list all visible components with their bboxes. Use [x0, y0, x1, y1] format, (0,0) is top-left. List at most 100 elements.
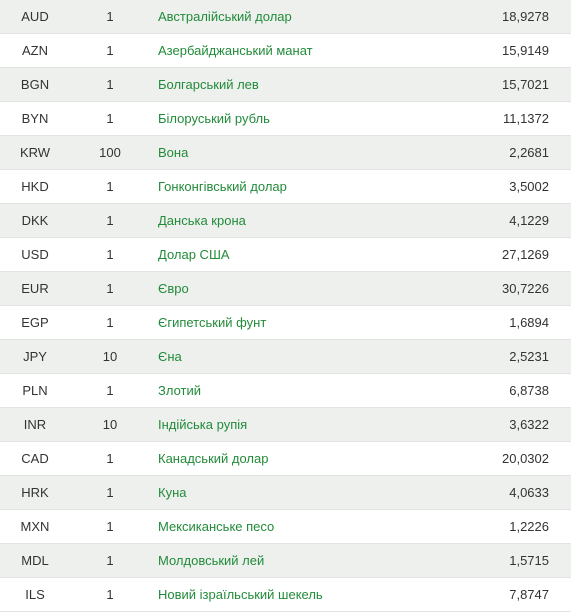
table-row: BGN1Болгарський лев15,7021: [0, 68, 571, 102]
currency-name-link[interactable]: Злотий: [158, 383, 201, 398]
currency-rates-tbody: AUD1Австралійський долар18,9278AZN1Азерб…: [0, 0, 571, 612]
currency-rate: 2,2681: [430, 136, 571, 170]
currency-name-cell: Злотий: [150, 374, 430, 408]
currency-name-cell: Мексиканське песо: [150, 510, 430, 544]
currency-name-link[interactable]: Азербайджанський манат: [158, 43, 313, 58]
table-row: HKD1 Гонконгівський долар 3,5002: [0, 170, 571, 204]
currency-code: EUR: [0, 272, 70, 306]
currency-units: 100: [70, 136, 150, 170]
currency-rate: 18,9278: [430, 0, 571, 34]
table-row: JPY10Єна2,5231: [0, 340, 571, 374]
currency-code: KRW: [0, 136, 70, 170]
table-row: DKK1Данська крона4,1229: [0, 204, 571, 238]
table-row: MDL1 Молдовський лей 1,5715: [0, 544, 571, 578]
currency-rate: 7,8747: [430, 578, 571, 612]
currency-units: 1: [70, 0, 150, 34]
currency-rate: 6,8738: [430, 374, 571, 408]
currency-code: CAD: [0, 442, 70, 476]
currency-units: 1: [70, 272, 150, 306]
table-row: BYN1 Білоруський рубль 11,1372: [0, 102, 571, 136]
table-row: CAD1 Канадський долар 20,0302: [0, 442, 571, 476]
table-row: PLN1 Злотий 6,8738: [0, 374, 571, 408]
currency-name-link[interactable]: Куна: [158, 485, 186, 500]
currency-name-link[interactable]: Болгарський лев: [158, 77, 259, 92]
currency-rate: 15,9149: [430, 34, 571, 68]
currency-units: 10: [70, 340, 150, 374]
currency-rate: 1,2226: [430, 510, 571, 544]
currency-code: HRK: [0, 476, 70, 510]
currency-name-link[interactable]: Данська крона: [158, 213, 246, 228]
currency-units: 1: [70, 306, 150, 340]
currency-name-cell: Єна: [150, 340, 430, 374]
currency-name-cell: Данська крона: [150, 204, 430, 238]
currency-name-cell: Новий ізраїльський шекель: [150, 578, 430, 612]
currency-units: 1: [70, 442, 150, 476]
currency-name-link[interactable]: Індійська рупія: [158, 417, 247, 432]
currency-code: BYN: [0, 102, 70, 136]
currency-units: 1: [70, 510, 150, 544]
currency-code: HKD: [0, 170, 70, 204]
currency-name-link[interactable]: Вона: [158, 145, 188, 160]
currency-name-link[interactable]: Долар США: [158, 247, 230, 262]
currency-name-cell: Долар США: [150, 238, 430, 272]
currency-rate: 11,1372: [430, 102, 571, 136]
currency-name-link[interactable]: Мексиканське песо: [158, 519, 274, 534]
currency-name-cell: Канадський долар: [150, 442, 430, 476]
currency-name-cell: Болгарський лев: [150, 68, 430, 102]
currency-name-cell: Гонконгівський долар: [150, 170, 430, 204]
currency-code: EGP: [0, 306, 70, 340]
currency-rates-table: AUD1Австралійський долар18,9278AZN1Азерб…: [0, 0, 571, 612]
currency-units: 1: [70, 476, 150, 510]
currency-code: AUD: [0, 0, 70, 34]
currency-name-link[interactable]: Єна: [158, 349, 182, 364]
currency-rate: 30,7226: [430, 272, 571, 306]
currency-name-link[interactable]: Австралійський долар: [158, 9, 292, 24]
currency-code: MXN: [0, 510, 70, 544]
currency-rate: 1,6894: [430, 306, 571, 340]
currency-name-link[interactable]: Єгипетський фунт: [158, 315, 266, 330]
currency-name-cell: Білоруський рубль: [150, 102, 430, 136]
currency-units: 1: [70, 34, 150, 68]
currency-name-link[interactable]: Білоруський рубль: [158, 111, 270, 126]
table-row: HRK1 Куна 4,0633: [0, 476, 571, 510]
currency-units: 1: [70, 374, 150, 408]
currency-name-cell: Молдовський лей: [150, 544, 430, 578]
currency-code: JPY: [0, 340, 70, 374]
currency-name-link[interactable]: Канадський долар: [158, 451, 268, 466]
currency-rate: 20,0302: [430, 442, 571, 476]
table-row: AUD1 Австралійський долар 18,9278: [0, 0, 571, 34]
currency-name-link[interactable]: Гонконгівський долар: [158, 179, 287, 194]
currency-units: 10: [70, 408, 150, 442]
currency-name-cell: Австралійський долар: [150, 0, 430, 34]
currency-name-cell: Євро: [150, 272, 430, 306]
currency-rate: 4,0633: [430, 476, 571, 510]
currency-units: 1: [70, 544, 150, 578]
currency-code: MDL: [0, 544, 70, 578]
currency-name-cell: Куна: [150, 476, 430, 510]
currency-rate: 27,1269: [430, 238, 571, 272]
currency-units: 1: [70, 238, 150, 272]
table-row: EUR1 Євро 30,7226: [0, 272, 571, 306]
currency-units: 1: [70, 102, 150, 136]
currency-rate: 1,5715: [430, 544, 571, 578]
currency-name-cell: Азербайджанський манат: [150, 34, 430, 68]
currency-rate: 3,5002: [430, 170, 571, 204]
currency-code: ILS: [0, 578, 70, 612]
currency-code: DKK: [0, 204, 70, 238]
table-row: AZN1 Азербайджанський манат 15,9149: [0, 34, 571, 68]
currency-code: INR: [0, 408, 70, 442]
currency-units: 1: [70, 170, 150, 204]
currency-code: USD: [0, 238, 70, 272]
currency-name-cell: Єгипетський фунт: [150, 306, 430, 340]
currency-code: PLN: [0, 374, 70, 408]
currency-code: AZN: [0, 34, 70, 68]
currency-name-link[interactable]: Молдовський лей: [158, 553, 264, 568]
table-row: USD1 Долар США 27,1269: [0, 238, 571, 272]
table-row: INR10Індійська рупія3,6322: [0, 408, 571, 442]
table-row: KRW100 Вона 2,2681: [0, 136, 571, 170]
currency-name-link[interactable]: Євро: [158, 281, 189, 296]
currency-rate: 15,7021: [430, 68, 571, 102]
currency-name-cell: Вона: [150, 136, 430, 170]
currency-units: 1: [70, 578, 150, 612]
table-row: EGP1 Єгипетський фунт 1,6894: [0, 306, 571, 340]
